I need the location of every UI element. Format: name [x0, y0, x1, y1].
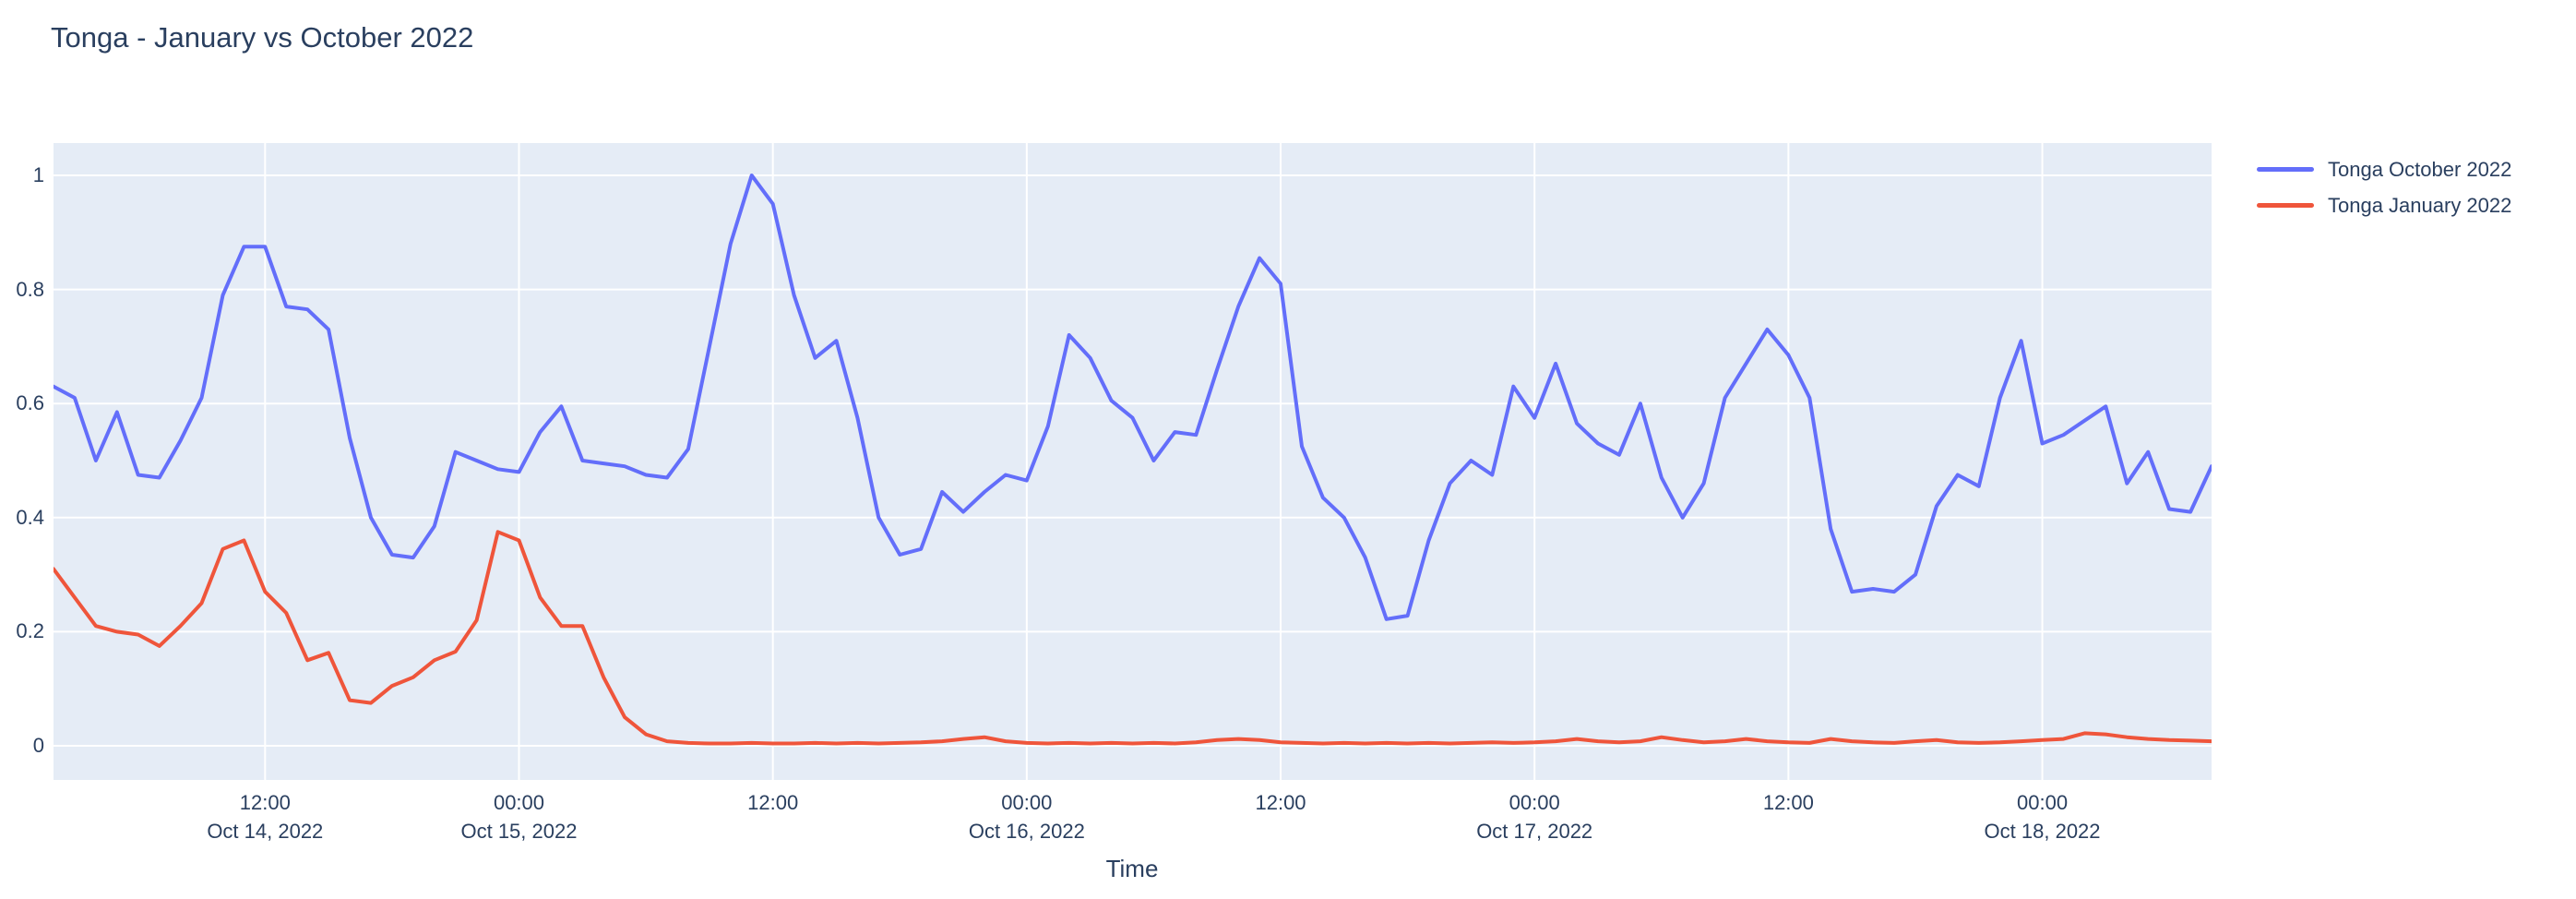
x-tick-time: 12:00 — [747, 791, 799, 814]
legend-swatch-icon — [2257, 167, 2314, 172]
y-tick-label: 0 — [32, 734, 44, 757]
x-tick-date: Oct 18, 2022 — [1984, 820, 2101, 843]
x-tick-date: Oct 15, 2022 — [460, 820, 578, 843]
series-line-tonga-january-2022 — [54, 530, 2212, 746]
plot-background — [54, 143, 2212, 780]
x-tick-label: 12:00 — [1668, 788, 1908, 817]
series-line-tonga-october-2022 — [54, 174, 2212, 621]
x-tick-label: 00:00 Oct 17, 2022 — [1414, 788, 1654, 845]
y-tick-label: 0.6 — [16, 391, 44, 415]
x-tick-label: 00:00 Oct 15, 2022 — [399, 788, 638, 845]
legend-item[interactable]: Tonga October 2022 — [2257, 151, 2511, 187]
x-tick-time: 00:00 — [2017, 791, 2069, 814]
y-tick-label: 0.4 — [16, 505, 44, 529]
x-tick-label: 12:00 Oct 14, 2022 — [145, 788, 385, 845]
legend-item[interactable]: Tonga January 2022 — [2257, 187, 2511, 223]
legend-label: Tonga January 2022 — [2328, 193, 2512, 217]
x-tick-label: 00:00 Oct 16, 2022 — [907, 788, 1147, 845]
y-tick-label: 0.2 — [16, 619, 44, 643]
x-tick-time: 12:00 — [1255, 791, 1306, 814]
x-tick-time: 00:00 — [1001, 791, 1053, 814]
y-tick-label: 0.8 — [16, 277, 44, 301]
x-tick-label: 00:00 Oct 18, 2022 — [1923, 788, 2163, 845]
x-tick-time: 12:00 — [1762, 791, 1814, 814]
y-tick-label: 1 — [32, 163, 44, 186]
x-tick-time: 00:00 — [493, 791, 545, 814]
x-tick-date: Oct 14, 2022 — [207, 820, 324, 843]
x-tick-label: 12:00 — [653, 788, 893, 817]
x-tick-date: Oct 16, 2022 — [968, 820, 1085, 843]
x-tick-time: 00:00 — [1509, 791, 1560, 814]
x-axis-title: Time — [1105, 855, 1159, 882]
legend-label: Tonga October 2022 — [2328, 157, 2512, 181]
legend: Tonga October 2022 Tonga January 2022 — [2257, 151, 2511, 223]
x-tick-date: Oct 17, 2022 — [1476, 820, 1593, 843]
legend-swatch-icon — [2257, 203, 2314, 208]
chart-title: Tonga - January vs October 2022 — [51, 21, 474, 54]
x-tick-time: 12:00 — [239, 791, 291, 814]
x-tick-label: 12:00 — [1161, 788, 1401, 817]
